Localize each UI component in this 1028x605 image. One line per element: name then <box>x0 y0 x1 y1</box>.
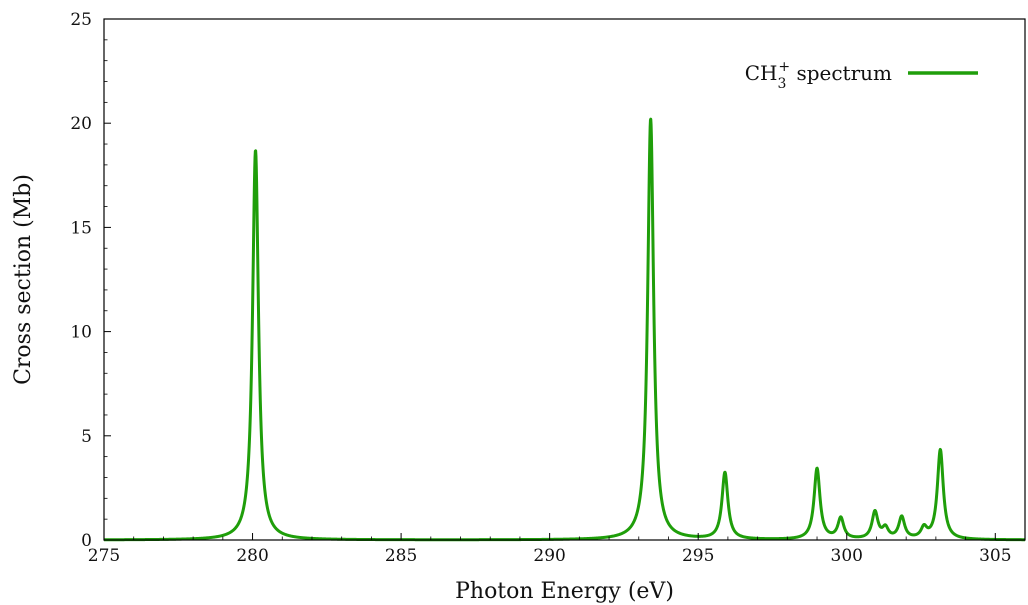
x-tick-label: 275 <box>88 546 120 566</box>
x-tick-label: 305 <box>979 546 1011 566</box>
y-tick-label: 5 <box>81 427 92 447</box>
x-axis-label: Photon Energy (eV) <box>455 579 674 604</box>
legend-label-subscript: 3 <box>777 76 786 92</box>
series-layer <box>102 117 1027 542</box>
y-tick-label: 25 <box>70 10 92 30</box>
legend-label: CH3+ spectrum <box>745 59 892 92</box>
x-tick-label: 300 <box>831 546 863 566</box>
y-tick-label: 15 <box>70 218 92 238</box>
x-tick-label: 280 <box>236 546 268 566</box>
plot-area <box>104 19 1025 540</box>
plot-frame <box>103 18 1026 541</box>
y-axis-label: Cross section (Mb) <box>11 174 36 385</box>
legend: CH3+ spectrum <box>745 59 978 92</box>
x-axis: 275 280 285 290 295 300 305 <box>88 533 1026 566</box>
y-tick-label: 20 <box>70 114 92 134</box>
legend-label-superscript: + <box>778 59 790 75</box>
legend-label-rest: spectrum <box>790 61 892 85</box>
x-tick-label: 290 <box>533 546 565 566</box>
y-axis: 0 5 10 15 20 25 <box>70 10 111 551</box>
x-tick-label: 295 <box>682 546 714 566</box>
y-tick-label: 10 <box>70 323 92 343</box>
series-line-0 <box>102 117 1027 542</box>
legend-label-base: CH <box>745 61 778 85</box>
x-tick-label: 285 <box>385 546 417 566</box>
y-tick-label: 0 <box>81 531 92 551</box>
